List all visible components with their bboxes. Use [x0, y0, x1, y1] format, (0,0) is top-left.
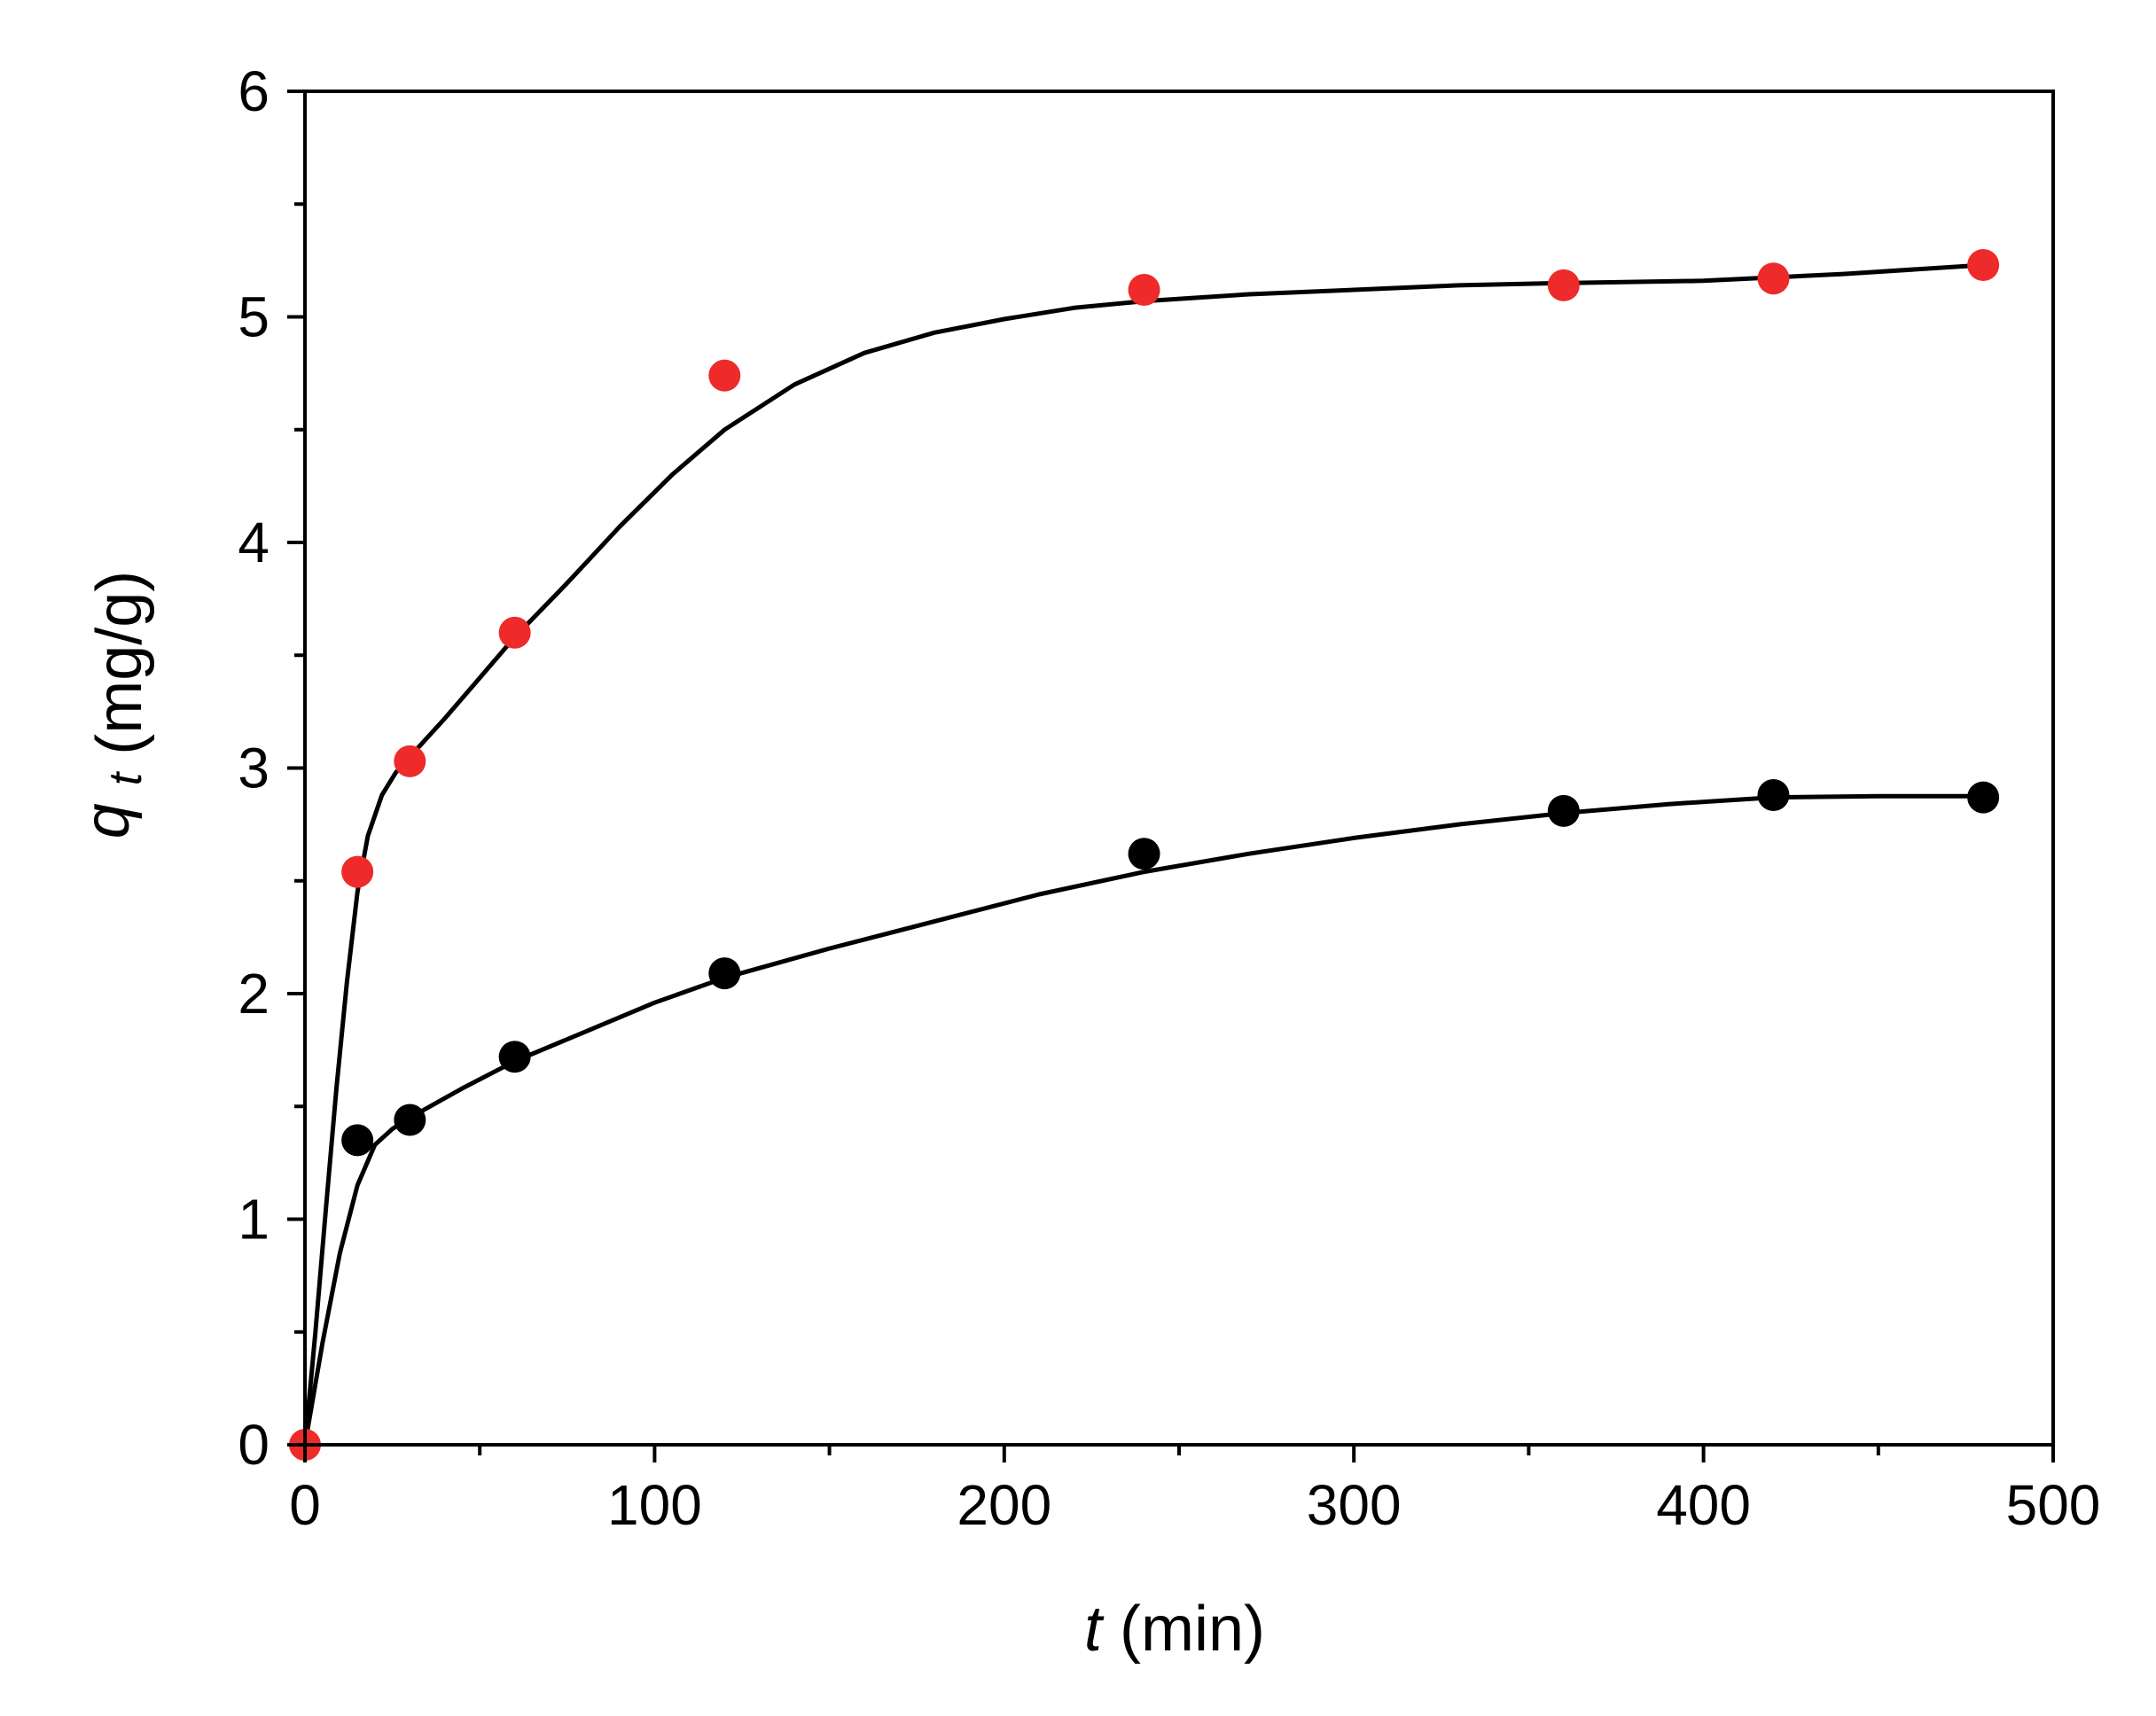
data-point-series-1: [1128, 273, 1160, 306]
fit-curves: [302, 262, 1984, 1446]
x-tick-label: 400: [1656, 1473, 1751, 1537]
y-tick-label: 0: [238, 1413, 270, 1477]
data-point-series-2: [341, 1124, 374, 1157]
y-axis-label: q t (mg/g): [72, 571, 155, 839]
y-tick-label: 5: [238, 285, 270, 349]
tick-labels: 0 100 200 300 400 500 0 1 2 3 4 5 6: [238, 59, 2100, 1537]
y-axis-subscript: t: [100, 770, 152, 785]
plot-frame: [303, 90, 2055, 1447]
fit-curve-1: [302, 262, 1984, 1446]
data-point-series-1: [708, 359, 741, 392]
y-tick-label: 2: [238, 962, 270, 1026]
data-point-series-1: [1967, 248, 2000, 281]
x-tick-label: 200: [957, 1473, 1051, 1537]
data-point-series-2: [708, 957, 741, 990]
x-tick-label: 300: [1307, 1473, 1402, 1537]
y-tick-label: 4: [238, 511, 270, 574]
data-points: [289, 248, 2000, 1461]
x-axis-label: t (min): [1084, 1594, 1265, 1665]
data-point-series-2: [1757, 779, 1790, 812]
x-tick-label: 0: [289, 1473, 321, 1537]
data-point-series-1: [1547, 269, 1580, 301]
data-point-series-2: [1547, 794, 1580, 827]
data-point-series-1: [1757, 262, 1790, 295]
data-point-series-2: [498, 1041, 531, 1073]
y-tick-label: 3: [238, 737, 270, 800]
x-tick-label: 500: [2006, 1473, 2101, 1537]
data-point-series-1: [394, 745, 426, 777]
axis-ticks: [287, 90, 2055, 1462]
data-point-series-2: [1128, 838, 1160, 870]
x-axis-symbol: t: [1084, 1594, 1105, 1665]
x-axis-unit-text: (min): [1120, 1594, 1265, 1665]
data-point-series-2: [1967, 781, 2000, 814]
fit-curve-2: [302, 793, 1984, 1446]
y-tick-label: 6: [238, 59, 270, 123]
y-axis-unit-text: (mg/g): [84, 571, 155, 755]
y-tick-label: 1: [238, 1188, 270, 1252]
x-tick-label: 100: [607, 1473, 702, 1537]
y-axis-symbol: q: [72, 803, 143, 838]
data-point-series-1: [498, 616, 531, 649]
data-point-series-2: [394, 1104, 426, 1136]
data-point-series-1: [341, 855, 374, 888]
